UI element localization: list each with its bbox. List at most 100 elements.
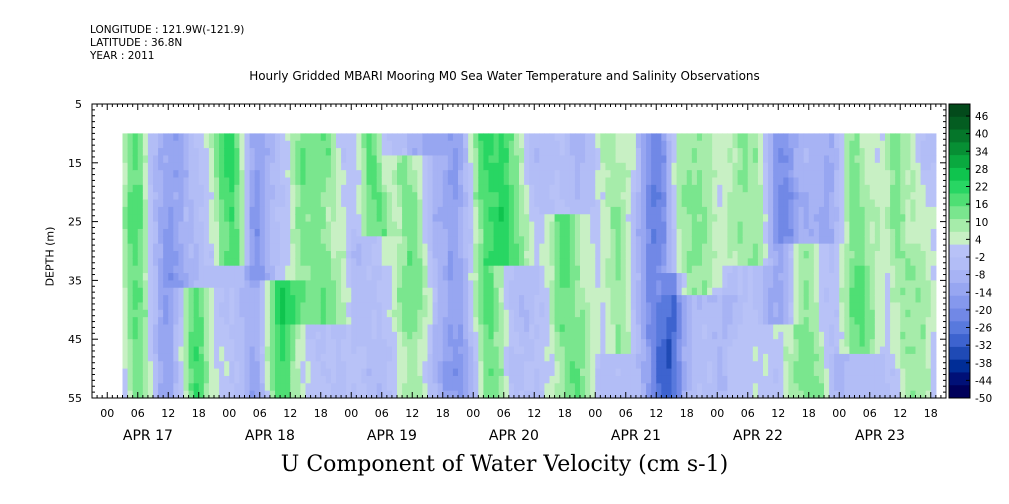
heatmap-cell (310, 184, 317, 193)
heatmap-cell (153, 331, 159, 340)
heatmap-cell (259, 317, 266, 326)
heatmap-cell (763, 192, 769, 201)
heatmap-cell (513, 353, 520, 362)
heatmap-cell (234, 133, 241, 142)
heatmap-cell (590, 192, 596, 201)
heatmap-cell (803, 214, 810, 223)
heatmap-cell (208, 302, 215, 311)
heatmap-cell (615, 302, 622, 311)
heatmap-cell (722, 192, 729, 201)
heatmap-cell (574, 155, 581, 164)
heatmap-cell (259, 390, 266, 399)
heatmap-cell (539, 177, 546, 186)
heatmap-cell (356, 214, 363, 223)
heatmap-cell (732, 280, 739, 289)
heatmap-cell (285, 368, 291, 377)
heatmap-cell (625, 287, 632, 296)
heatmap-cell (605, 361, 612, 370)
heatmap-cell (818, 214, 825, 223)
heatmap-cell (595, 251, 601, 259)
heatmap-cell (203, 170, 210, 179)
heatmap-cell (605, 170, 612, 179)
heatmap-cell (478, 339, 485, 348)
heatmap-cell (539, 302, 546, 311)
heatmap-cell (661, 265, 668, 274)
heatmap-cell (488, 353, 495, 362)
heatmap-cell (620, 221, 627, 230)
heatmap-cell (463, 243, 469, 252)
heatmap-cell (590, 214, 596, 223)
heatmap-cell (203, 243, 210, 252)
heatmap-cell (696, 177, 703, 186)
heatmap-cell (737, 251, 744, 259)
heatmap-cell (249, 214, 256, 223)
heatmap-cell (356, 236, 363, 245)
heatmap-cell (707, 368, 713, 377)
heatmap-cell (391, 184, 398, 193)
heatmap-cell (717, 192, 723, 201)
heatmap-cell (696, 383, 703, 392)
heatmap-cell (529, 368, 535, 377)
heatmap-cell (458, 140, 464, 149)
heatmap-cell (676, 339, 683, 348)
heatmap-cell (742, 265, 749, 274)
heatmap-cell (824, 243, 830, 252)
heatmap-cell (407, 258, 413, 267)
heatmap-cell (580, 361, 586, 370)
heatmap-cell (671, 346, 678, 355)
heatmap-cell (320, 339, 327, 348)
heatmap-cell (529, 317, 535, 326)
heatmap-cell (773, 295, 779, 304)
heatmap-cell (275, 346, 281, 355)
heatmap-cell (447, 228, 454, 237)
heatmap-cell (437, 302, 444, 311)
heatmap-cell (620, 206, 627, 215)
heatmap-cell (402, 170, 408, 179)
heatmap-cell (681, 206, 688, 215)
heatmap-cell (234, 251, 241, 259)
heatmap-cell (254, 324, 261, 333)
heatmap-cell (498, 243, 505, 252)
heatmap-cell (813, 236, 820, 245)
heatmap-cell (447, 295, 454, 304)
heatmap-cell (483, 199, 490, 208)
heatmap-cell (341, 228, 347, 237)
heatmap-cell (595, 375, 601, 384)
heatmap-cell (458, 317, 464, 326)
heatmap-cell (229, 148, 235, 157)
heatmap-cell (559, 177, 566, 186)
heatmap-cell (290, 265, 296, 274)
heatmap-cell (163, 251, 169, 259)
heatmap-cell (641, 221, 647, 230)
heatmap-cell (600, 148, 607, 157)
heatmap-cell (320, 273, 327, 281)
heatmap-cell (646, 339, 652, 348)
heatmap-cell (224, 280, 230, 289)
heatmap-cell (320, 375, 327, 384)
heatmap-cell (493, 302, 500, 311)
heatmap-cell (142, 339, 149, 348)
heatmap-cell (361, 148, 368, 157)
heatmap-cell (661, 273, 668, 281)
heatmap-cell (208, 162, 215, 171)
heatmap-cell (371, 243, 378, 252)
heatmap-cell (198, 162, 205, 171)
heatmap-cell (717, 383, 723, 392)
heatmap-cell (559, 273, 566, 281)
heatmap-cell (696, 243, 703, 252)
heatmap-cell (386, 199, 393, 208)
heatmap-cell (168, 295, 174, 304)
heatmap-cell (757, 309, 764, 318)
heatmap-cell (610, 199, 617, 208)
heatmap-cell (381, 155, 388, 164)
heatmap-cell (559, 170, 566, 179)
heatmap-cell (818, 324, 825, 333)
heatmap-cell (417, 258, 424, 267)
heatmap-cell (539, 214, 546, 223)
heatmap-cell (437, 148, 444, 157)
heatmap-cell (625, 236, 632, 245)
heatmap-cell (249, 258, 256, 267)
heatmap-cell (310, 221, 317, 230)
heatmap-cell (397, 287, 403, 296)
heatmap-cell (214, 353, 220, 362)
